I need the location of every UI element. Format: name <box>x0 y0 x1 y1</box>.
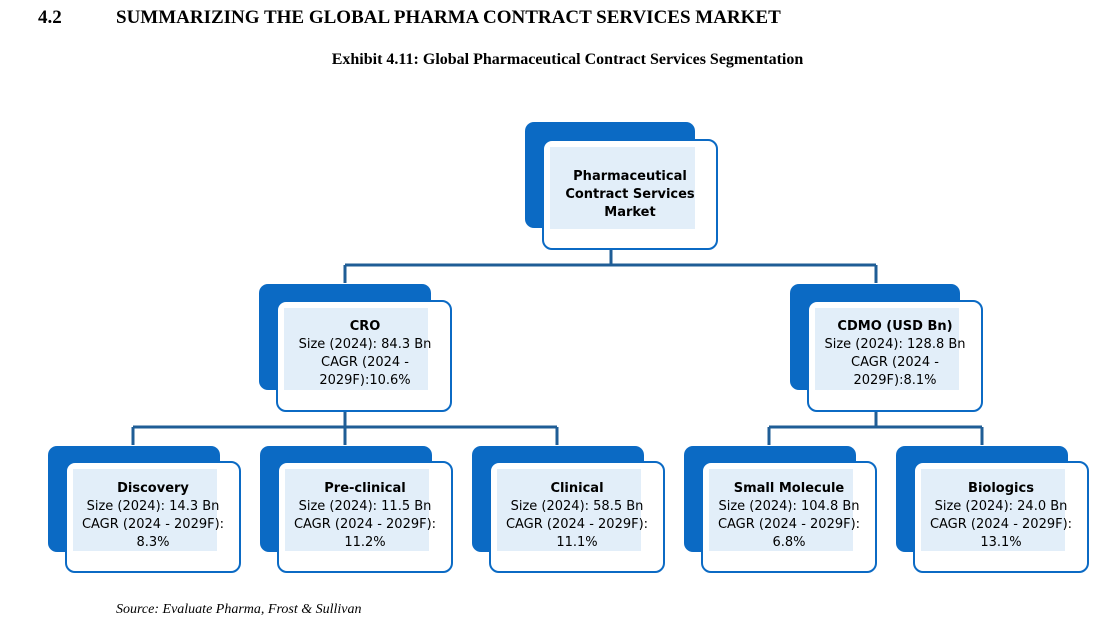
cro-size: Size (2024): 84.3 Bn <box>298 337 432 352</box>
root-label: Pharmaceutical Contract Services Market <box>565 169 695 220</box>
biologics-cagr: CAGR (2024 - 2029F): 13.1% <box>929 517 1073 550</box>
node-text: Pre-clinical Size (2024): 11.5 Bn CAGR (… <box>279 469 451 563</box>
section-title: SUMMARIZING THE GLOBAL PHARMA CONTRACT S… <box>116 7 781 28</box>
node-fill <box>815 308 959 390</box>
node-text: CDMO (USD Bn) Size (2024): 128.8 Bn CAGR… <box>817 308 973 400</box>
cdmo-cagr: CAGR (2024 - 2029F):8.1% <box>851 355 939 388</box>
biologics-label: Biologics <box>968 481 1034 496</box>
discovery-label: Discovery <box>117 481 189 496</box>
node-text: Pharmaceutical Contract Services Market <box>552 147 708 243</box>
preclinical-label: Pre-clinical <box>324 481 406 496</box>
node-text: Discovery Size (2024): 14.3 Bn CAGR (202… <box>67 469 239 563</box>
preclinical-cagr: CAGR (2024 - 2029F): 11.2% <box>293 517 437 550</box>
node-fill <box>709 469 853 551</box>
cdmo-size: Size (2024): 128.8 Bn <box>824 337 966 352</box>
clinical-label: Clinical <box>550 481 604 496</box>
cdmo-label: CDMO (USD Bn) <box>837 319 953 334</box>
node-text: CRO Size (2024): 84.3 Bn CAGR (2024 - 20… <box>288 308 442 400</box>
source-note: Source: Evaluate Pharma, Frost & Sulliva… <box>116 602 362 617</box>
small-molecule-cagr: CAGR (2024 - 2029F): 6.8% <box>717 517 861 550</box>
node-text: Clinical Size (2024): 58.5 Bn CAGR (2024… <box>491 469 663 563</box>
exhibit-title: Exhibit 4.11: Global Pharmaceutical Cont… <box>331 51 804 68</box>
node-fill <box>285 469 429 551</box>
cro-cagr: CAGR (2024 - 2029F):10.6% <box>319 355 411 388</box>
cro-label: CRO <box>349 319 381 334</box>
node-fill <box>497 469 641 551</box>
node-fill <box>921 469 1065 551</box>
discovery-cagr: CAGR (2024 - 2029F): 8.3% <box>81 517 225 550</box>
small-molecule-size: Size (2024): 104.8 Bn <box>718 499 860 514</box>
preclinical-size: Size (2024): 11.5 Bn <box>298 499 432 514</box>
clinical-size: Size (2024): 58.5 Bn <box>510 499 644 514</box>
small-molecule-label: Small Molecule <box>733 481 845 496</box>
node-fill <box>550 147 695 229</box>
biologics-size: Size (2024): 24.0 Bn <box>934 499 1068 514</box>
discovery-size: Size (2024): 14.3 Bn <box>86 499 220 514</box>
node-text: Biologics Size (2024): 24.0 Bn CAGR (202… <box>915 469 1087 563</box>
node-fill <box>73 469 217 551</box>
node-fill <box>284 308 428 390</box>
node-text: Small Molecule Size (2024): 104.8 Bn CAG… <box>703 469 875 563</box>
clinical-cagr: CAGR (2024 - 2029F): 11.1% <box>505 517 649 550</box>
section-number: 4.2 <box>38 7 62 28</box>
